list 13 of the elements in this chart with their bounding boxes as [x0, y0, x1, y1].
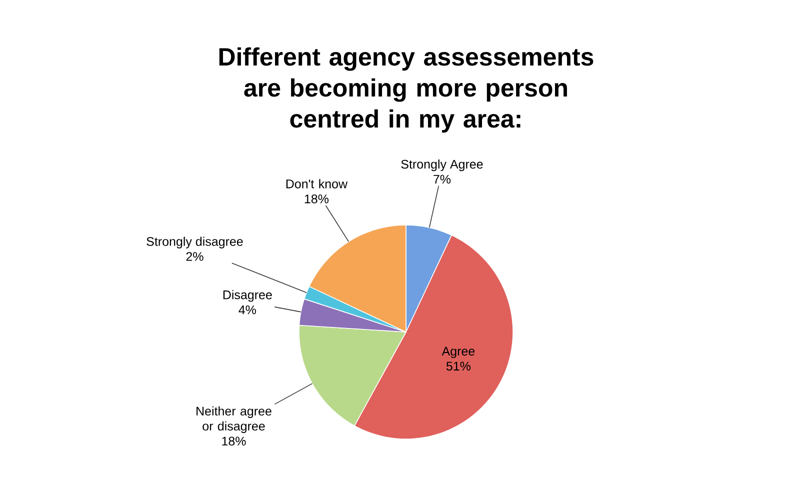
data-label: 4%: [238, 305, 256, 314]
chart-title: Different agency assessements are becoming more person centred in my area:: [219, 47, 594, 133]
slice-label: Agree: [442, 346, 475, 358]
data-label: 18%: [222, 436, 246, 446]
data-label: 7%: [434, 174, 451, 184]
slice-label: Disagree: [223, 290, 272, 302]
slice-label: Neither agree or disagree: [196, 406, 272, 434]
slice-label: Don't know: [286, 179, 348, 188]
slice-label: Strongly disagree: [146, 236, 243, 248]
data-label: 51%: [446, 362, 471, 371]
data-label: 2%: [186, 252, 204, 261]
data-label: 18%: [304, 194, 329, 204]
slice-label: Strongly Agree: [401, 159, 483, 172]
